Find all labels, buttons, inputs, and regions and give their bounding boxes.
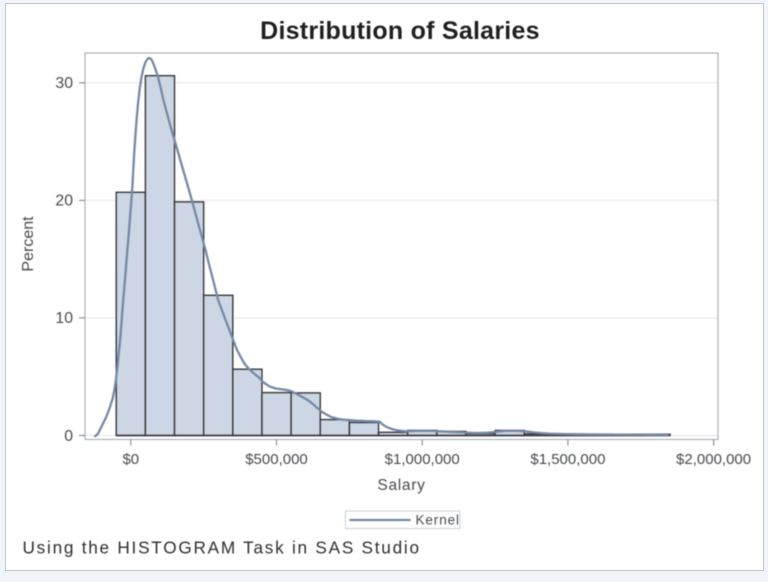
svg-text:Distribution of Salaries: Distribution of Salaries	[260, 17, 540, 45]
svg-text:Kernel: Kernel	[416, 513, 460, 528]
svg-text:20: 20	[55, 193, 73, 210]
svg-text:Salary: Salary	[377, 477, 425, 494]
svg-text:$1,500,000: $1,500,000	[530, 451, 605, 468]
svg-text:Using the HISTOGRAM Task in SA: Using the HISTOGRAM Task in SAS Studio	[23, 538, 421, 558]
svg-text:10: 10	[55, 310, 73, 327]
svg-text:$500,000: $500,000	[245, 451, 308, 468]
svg-text:30: 30	[55, 75, 73, 92]
svg-text:$0: $0	[122, 451, 139, 468]
svg-text:0: 0	[64, 428, 73, 445]
svg-text:$1,000,000: $1,000,000	[385, 451, 460, 468]
svg-text:Percent: Percent	[20, 216, 37, 272]
svg-text:$2,000,000: $2,000,000	[676, 451, 751, 468]
